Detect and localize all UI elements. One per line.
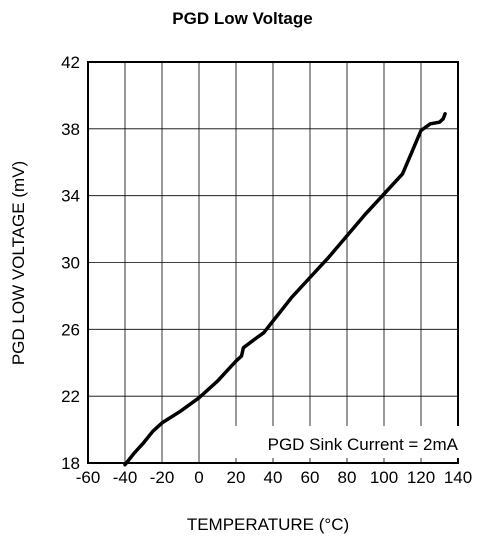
annotation-box bbox=[205, 426, 463, 458]
plot-frame bbox=[87, 61, 459, 464]
x-tick-label: 120 bbox=[407, 468, 435, 487]
plot-border bbox=[87, 61, 459, 464]
x-tick-label: 140 bbox=[444, 468, 472, 487]
x-tick-label: 20 bbox=[227, 468, 246, 487]
y-tick-label: 30 bbox=[61, 254, 80, 273]
grid bbox=[87, 61, 459, 464]
series-layer bbox=[123, 112, 447, 467]
x-tick-label: 40 bbox=[264, 468, 283, 487]
y-tick-label: 34 bbox=[61, 187, 80, 206]
tick-labels: -60 -40 -20 0 20 40 60 80 100 120 140 18 22 26 30 34 38 4… bbox=[61, 53, 472, 487]
annotation-text: PGD Sink Current = 2mA bbox=[268, 435, 459, 454]
x-tick-label: 0 bbox=[194, 468, 203, 487]
y-tick-label: 38 bbox=[61, 120, 80, 139]
y-tick-label: 22 bbox=[61, 387, 80, 406]
y-tick-label: 18 bbox=[61, 454, 80, 473]
x-tick-label: 80 bbox=[338, 468, 357, 487]
series-line-0 bbox=[123, 112, 447, 467]
y-axis-title: PGD LOW VOLTAGE (mV) bbox=[9, 161, 28, 365]
x-tick-label: 100 bbox=[370, 468, 398, 487]
y-tick-label: 42 bbox=[61, 53, 80, 72]
x-tick-label: -60 bbox=[76, 468, 101, 487]
x-tick-label: 60 bbox=[301, 468, 320, 487]
y-tick-label: 26 bbox=[61, 320, 80, 339]
chart-title: PGD Low Voltage bbox=[172, 9, 313, 28]
x-axis-title: TEMPERATURE (°C) bbox=[187, 515, 349, 534]
x-tick-label: -40 bbox=[113, 468, 138, 487]
x-tick-label: -20 bbox=[150, 468, 175, 487]
